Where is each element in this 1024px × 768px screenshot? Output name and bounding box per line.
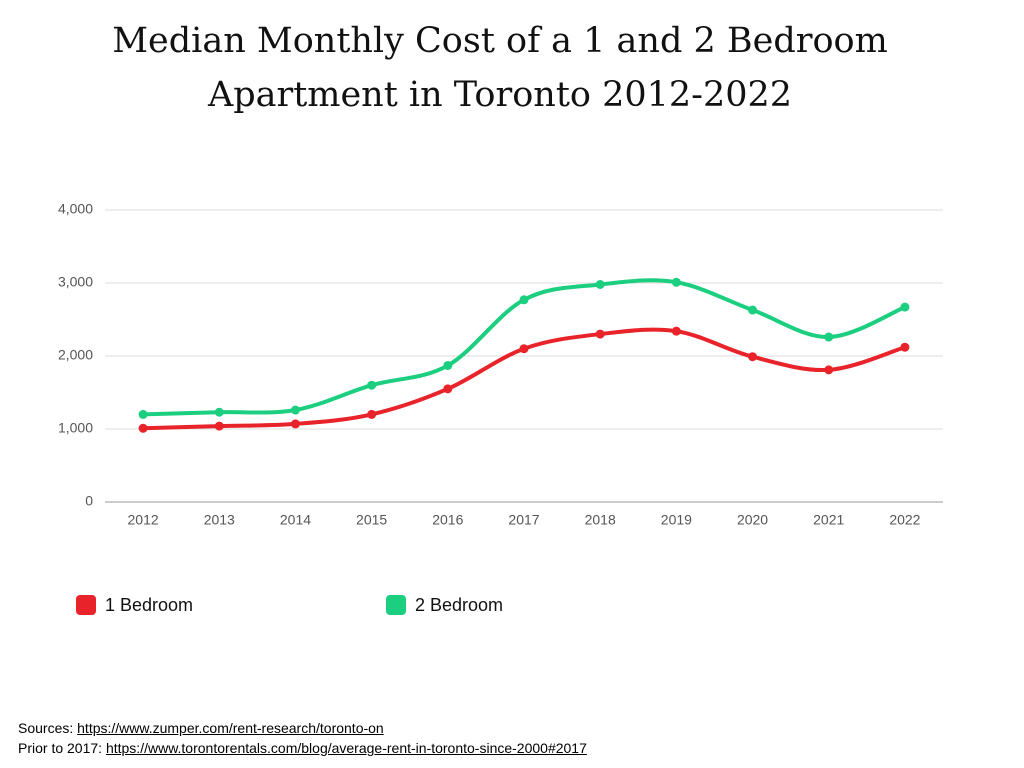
x-tick-label: 2016 [432, 512, 463, 528]
point [900, 342, 910, 352]
source-label: Sources: [18, 720, 74, 736]
point [214, 407, 224, 417]
point [824, 365, 834, 375]
point [290, 405, 300, 415]
point [214, 421, 224, 431]
sources: Sources: https://www.zumper.com/rent-res… [18, 718, 587, 758]
y-tick-label: 1,000 [58, 420, 93, 436]
y-tick-label: 3,000 [58, 274, 93, 290]
x-tick-label: 2014 [280, 512, 311, 528]
legend-swatch [386, 595, 406, 615]
x-tick-label: 2022 [889, 512, 920, 528]
point [595, 279, 605, 289]
y-tick-label: 0 [85, 493, 93, 509]
x-tick-label: 2015 [356, 512, 387, 528]
legend-label: 1 Bedroom [105, 595, 193, 615]
source-link[interactable]: https://www.torontorentals.com/blog/aver… [105, 740, 587, 756]
y-tick-label: 2,000 [58, 347, 93, 363]
point [443, 384, 453, 394]
source-line: Sources: https://www.zumper.com/rent-res… [18, 718, 587, 738]
point [671, 326, 681, 336]
point [367, 409, 377, 419]
source-link[interactable]: https://www.zumper.com/rent-research/tor… [77, 720, 384, 736]
point [443, 360, 453, 370]
point [367, 380, 377, 390]
point [595, 329, 605, 339]
point [748, 305, 758, 315]
x-tick-label: 2017 [508, 512, 539, 528]
y-tick-label: 4,000 [58, 201, 93, 217]
point [138, 423, 148, 433]
point [900, 302, 910, 312]
x-tick-label: 2012 [128, 512, 159, 528]
x-tick-label: 2013 [204, 512, 235, 528]
x-tick-label: 2020 [737, 512, 768, 528]
chart-title: Median Monthly Cost of a 1 and 2 Bedroom… [112, 21, 888, 115]
x-tick-label: 2019 [661, 512, 692, 528]
legend-swatch [76, 595, 96, 615]
source-line: Prior to 2017: https://www.torontorental… [18, 738, 587, 758]
point [748, 352, 758, 362]
x-tick-label: 2018 [585, 512, 616, 528]
point [519, 295, 529, 305]
point [824, 332, 834, 342]
source-label: Prior to 2017: [18, 740, 103, 756]
legend-label: 2 Bedroom [415, 595, 503, 615]
point [290, 419, 300, 429]
point [138, 409, 148, 419]
point [519, 344, 529, 354]
point [671, 277, 681, 287]
x-tick-label: 2021 [813, 512, 844, 528]
